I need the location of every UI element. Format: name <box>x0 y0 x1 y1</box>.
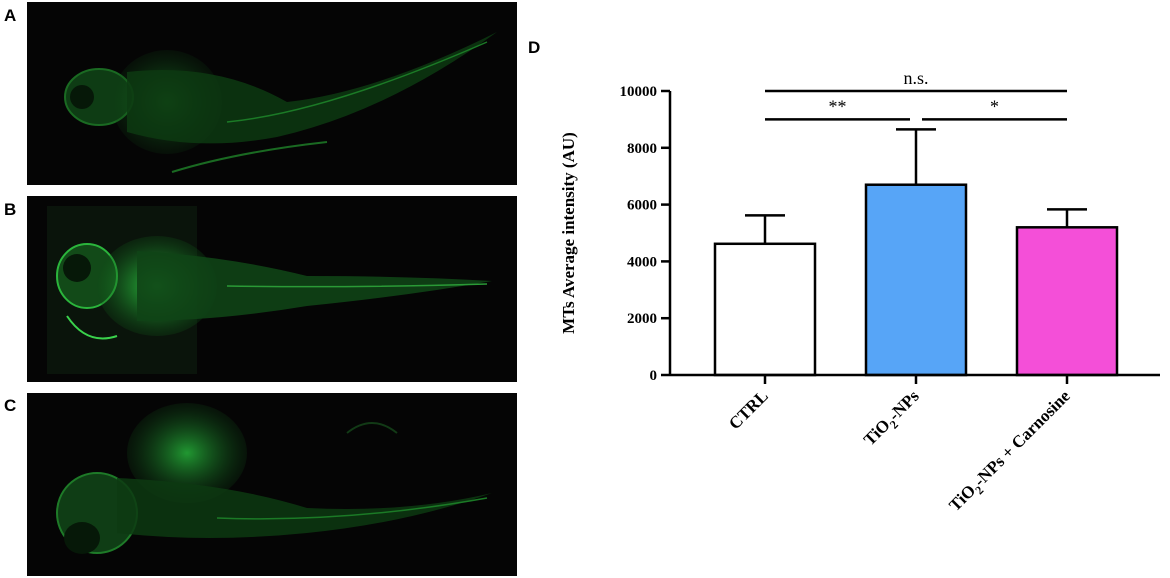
zebrafish-image-a <box>64 32 497 173</box>
y-tick-label: 6000 <box>627 198 657 214</box>
bar <box>864 183 968 377</box>
x-axis: CTRL TiO2-NPs TiO2-NPs + Carnosine <box>670 373 1160 518</box>
micrograph-c <box>27 393 517 576</box>
y-tick-label: 10000 <box>620 84 658 100</box>
micrograph-b <box>27 196 517 382</box>
significance-label: n.s. <box>903 68 928 88</box>
x-tick-label: CTRL <box>725 386 772 433</box>
y-axis-title: MTs Average intensity (AU) <box>559 132 578 334</box>
significance-brackets: n.s.** * <box>765 68 1067 121</box>
x-tick-label: TiO2-NPs + Carnosine <box>945 386 1077 518</box>
panel-label-c: C <box>4 396 17 415</box>
panel-label-b: B <box>4 200 17 219</box>
zebrafish-image-c <box>56 403 492 554</box>
bars <box>713 128 1119 377</box>
significance-label: * <box>990 96 999 116</box>
x-tick-label: TiO2-NPs <box>860 386 926 452</box>
bar-chart-panel: 0 2000 4000 6000 8000 10000 n.s. ** * CTRL TiO2-… <box>520 30 1170 578</box>
y-tick-label: 8000 <box>627 141 657 157</box>
panel-label-d: D <box>528 38 541 57</box>
y-tick-label: 0 <box>650 368 658 384</box>
zebrafish-image-b <box>47 206 492 374</box>
bar <box>1015 226 1119 377</box>
significance-label: ** <box>829 96 847 116</box>
y-tick-label: 2000 <box>627 311 657 327</box>
micrograph-a <box>27 2 517 185</box>
bar <box>713 242 817 377</box>
panel-label-a: A <box>4 6 17 25</box>
y-tick-label: 4000 <box>627 254 657 270</box>
y-axis: 0 2000 4000 6000 8000 10000 <box>620 84 672 384</box>
